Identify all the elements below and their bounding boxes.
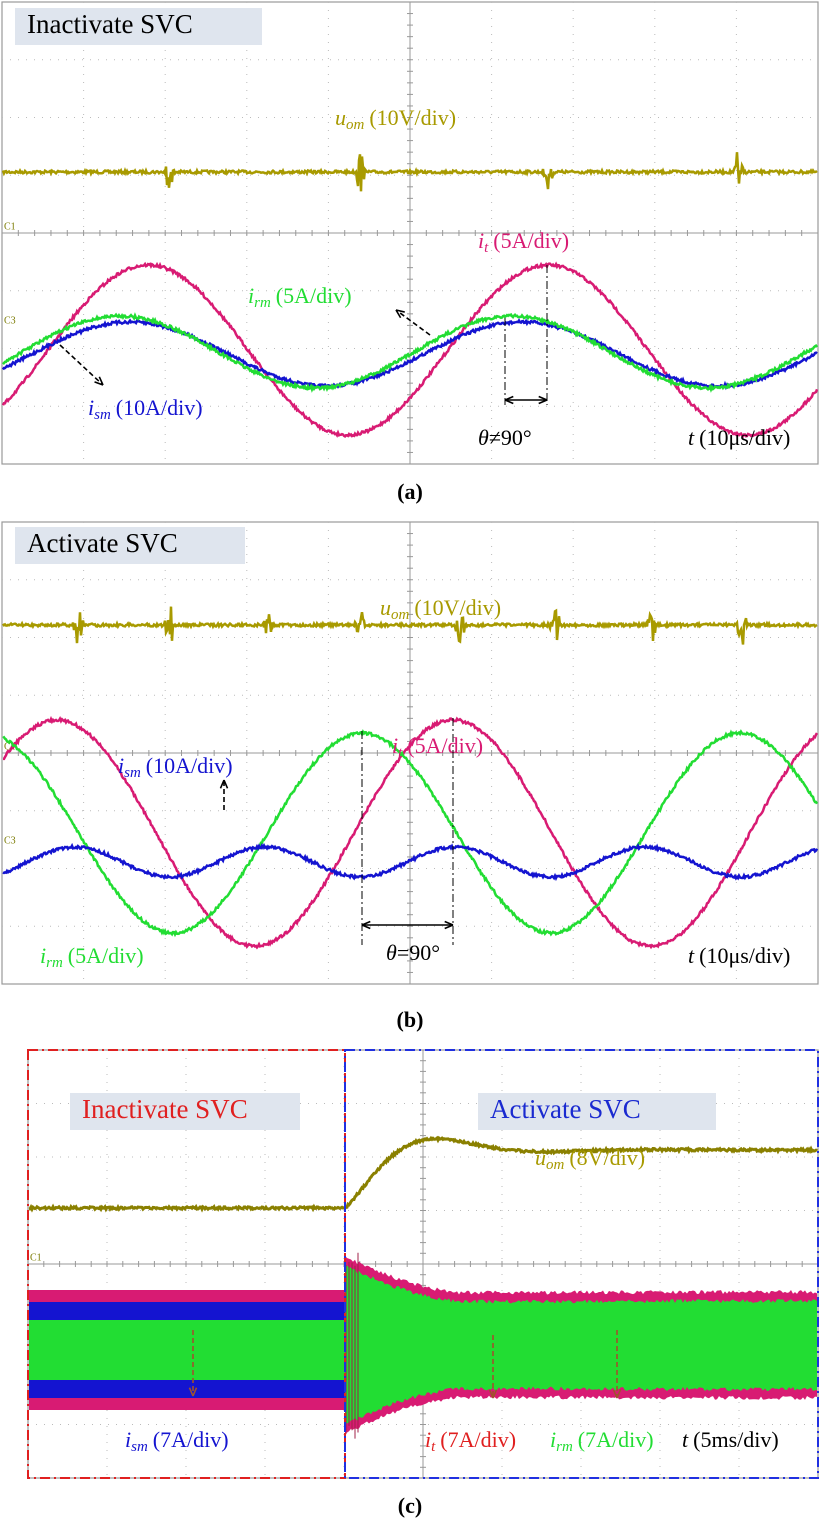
subscript: sm [124,765,141,781]
symbol: u [535,1145,546,1170]
subscript: om [546,1157,565,1173]
scale: (10μs/div) [699,943,790,968]
scale: (10V/div) [414,595,501,620]
channel-marker: C1 [4,221,16,232]
subscript: rm [556,1439,573,1455]
panel-header: Inactivate SVC [82,1094,248,1124]
symbol: θ [386,940,397,965]
scale: (10A/div) [146,753,233,778]
band-irm [29,1320,345,1380]
symbol: u [380,595,391,620]
subscript: om [391,607,410,623]
panel-label: (a) [397,479,423,504]
subscript: rm [46,955,63,971]
phase-label: θ=90° [386,940,440,965]
panel-label: (b) [397,1007,424,1032]
phase-label: θ≠90° [478,425,532,450]
scale: (10A/div) [116,395,203,420]
scale: (7A/div) [578,1427,654,1452]
symbol: t [688,943,695,968]
trace-label: t(10μs/div) [688,425,790,450]
symbol: t [688,425,695,450]
scale: (10V/div) [369,105,456,130]
scale: (5A/div) [407,733,483,758]
scale: (5ms/div) [693,1427,779,1452]
symbol: θ [478,425,489,450]
symbol: u [335,105,346,130]
subscript: rm [254,295,271,311]
subscript: sm [131,1439,148,1455]
trace-label: t(5ms/div) [682,1427,779,1452]
channel-marker: C3 [4,836,16,847]
channel-marker: C3 [4,316,16,327]
scale: (5A/div) [493,228,569,253]
panel-header: Activate SVC [490,1094,641,1124]
trace-label: t(10μs/div) [688,943,790,968]
relation: ≠90° [489,425,532,450]
scale: (7A/div) [440,1427,516,1452]
channel-marker: C1 [30,1252,42,1263]
scale: (5A/div) [276,283,352,308]
symbol: t [682,1427,689,1452]
scale: (8V/div) [569,1145,645,1170]
panel-label: (c) [398,1493,422,1518]
panel-header: Inactivate SVC [27,9,193,39]
scale: (10μs/div) [699,425,790,450]
subscript: sm [94,407,111,423]
scale: (5A/div) [68,943,144,968]
relation: =90° [397,940,440,965]
scale: (7A/div) [153,1427,229,1452]
figure: C1C3Inactivate SVCuom(10V/div)it(5A/div)… [0,0,821,1526]
subscript: om [346,117,365,133]
panel-header: Activate SVC [27,528,178,558]
